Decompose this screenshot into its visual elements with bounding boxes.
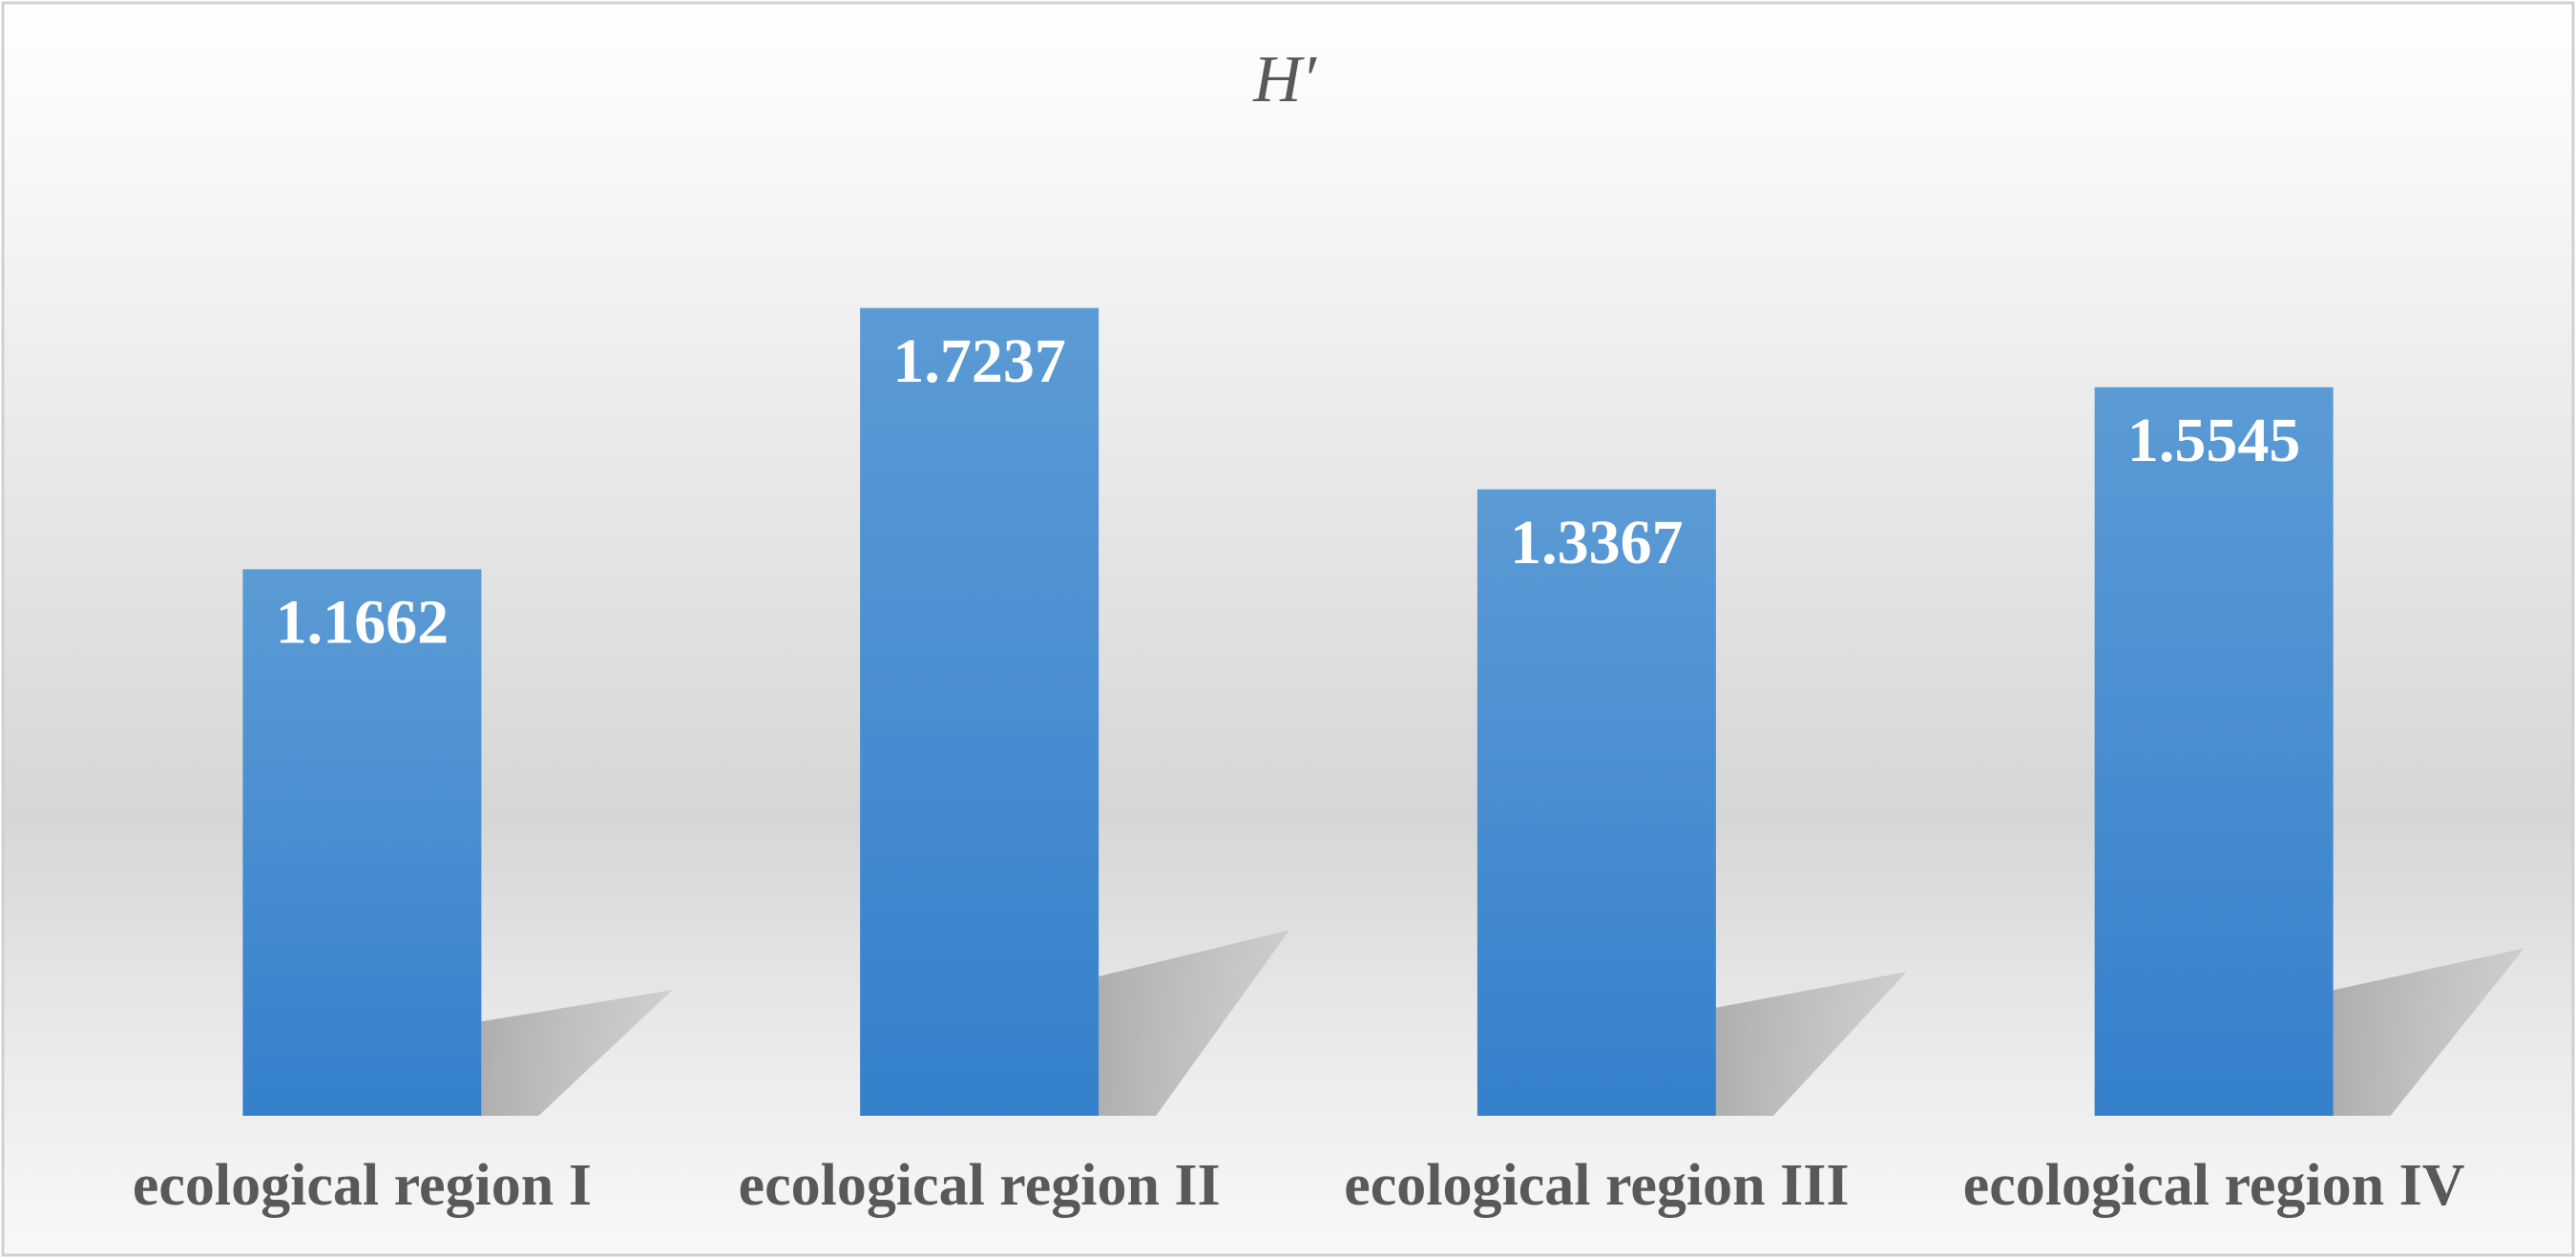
x-tick-label: ecological region III: [1344, 1153, 1849, 1218]
bar-shadow: [1099, 930, 1290, 1116]
value-label: 1.7237: [892, 326, 1066, 396]
x-tick-label: ecological region II: [739, 1153, 1221, 1218]
bar-shadow: [1715, 972, 1907, 1116]
value-label: 1.3367: [1510, 508, 1684, 577]
bar: [1476, 489, 1716, 1116]
bar: [2094, 387, 2334, 1117]
bar: [242, 569, 482, 1116]
value-label: 1.1662: [276, 588, 450, 658]
bar: [860, 307, 1100, 1116]
x-tick-label: ecological region I: [133, 1153, 592, 1218]
x-tick-label: ecological region IV: [1963, 1153, 2465, 1218]
bar-shadow: [2333, 948, 2524, 1116]
chart-title: H′: [1252, 43, 1318, 116]
value-label: 1.5545: [2127, 406, 2301, 475]
bar-shadow: [481, 990, 673, 1116]
